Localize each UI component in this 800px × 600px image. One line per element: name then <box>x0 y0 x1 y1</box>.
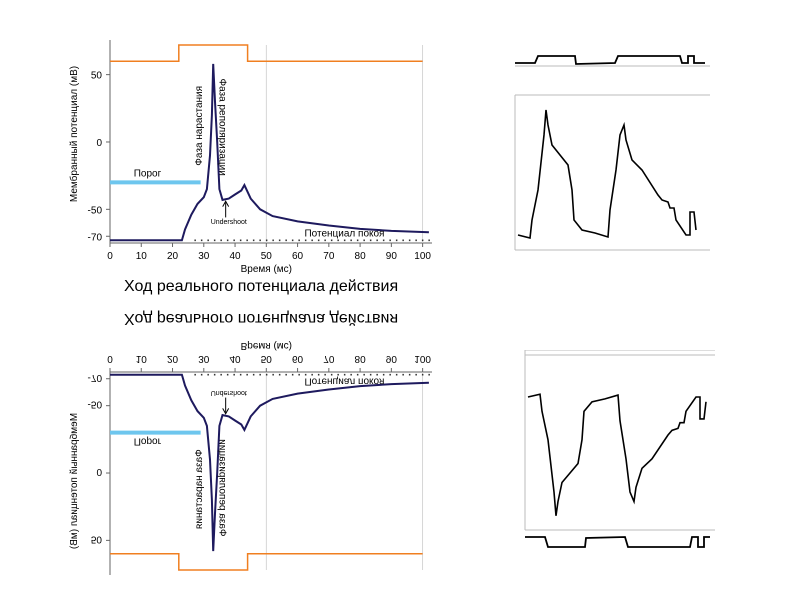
stimulus-trace <box>525 536 710 548</box>
mirrored-action-potential-chart: 0 10 20 30 40 50 60 70 80 90 100 50 0 -50 -70 Мембранны… <box>68 340 432 575</box>
mirrored-chart-title: Ход реального потенциала действия <box>124 310 399 327</box>
mirrored-chart-panel: Ход реального потенциала действия 0 10 20 3… <box>0 305 800 595</box>
x-tick-label: 50 <box>261 353 273 364</box>
y-tick-label: -70 <box>88 232 103 243</box>
x-tick-label: 100 <box>414 251 431 262</box>
undershoot-arrowhead <box>222 408 230 415</box>
x-tick-label: 0 <box>107 353 113 364</box>
membrane-recording-trace <box>527 393 707 516</box>
x-axis-label: Время (мс) <box>241 340 292 351</box>
y-axis-label: Мембранный потенциал (мВ) <box>68 413 80 549</box>
resting-potential-label: Потенциал покоя <box>304 228 384 239</box>
rise-phase-label: Фаза нарастания <box>194 449 205 529</box>
y-tick-label: 50 <box>91 533 103 544</box>
rise-phase-label: Фаза нарастания <box>194 86 205 166</box>
x-tick-label: 40 <box>229 353 241 364</box>
x-tick-label: 20 <box>167 251 179 262</box>
x-tick-label: 80 <box>355 251 367 262</box>
y-tick-label: 0 <box>96 138 102 149</box>
x-tick-label: 40 <box>229 251 241 262</box>
undershoot-label: Undershoot <box>211 389 247 396</box>
undershoot-arrowhead <box>222 200 230 207</box>
repolarization-phase-label: Фаза реполяризации <box>216 79 227 176</box>
x-tick-label: 100 <box>414 353 431 364</box>
x-tick-label: 50 <box>261 251 273 262</box>
x-tick-label: 70 <box>323 353 335 364</box>
chart-title: Ход реального потенциала действия <box>124 278 399 295</box>
stimulus-line <box>110 44 423 62</box>
x-tick-label: 60 <box>292 353 304 364</box>
threshold-label: Порог <box>134 436 162 447</box>
y-tick-label: -50 <box>88 205 103 216</box>
x-tick-label: 0 <box>107 251 113 262</box>
undershoot-label: Undershoot <box>211 219 247 226</box>
membrane-potential-line <box>110 63 429 242</box>
y-tick-label: 0 <box>96 466 102 477</box>
x-tick-label: 90 <box>386 353 398 364</box>
recording-trace-top <box>514 55 710 251</box>
y-tick-label: 50 <box>91 71 103 82</box>
recording-trace-bottom <box>524 350 715 548</box>
x-tick-label: 30 <box>198 251 210 262</box>
x-tick-label: 30 <box>198 353 210 364</box>
repolarization-phase-label: Фаза реполяризации <box>216 439 227 536</box>
resting-potential-label: Потенциал покоя <box>304 376 384 387</box>
x-axis-label: Время (мс) <box>241 264 292 275</box>
threshold-label: Порог <box>134 168 162 179</box>
stimulus-line <box>110 553 423 571</box>
y-tick-label: -70 <box>88 372 103 383</box>
x-tick-label: 10 <box>136 251 148 262</box>
x-tick-label: 20 <box>167 353 179 364</box>
x-tick-label: 80 <box>355 353 367 364</box>
y-axis-label: Мембранный потенциал (мВ) <box>68 66 80 202</box>
membrane-recording-trace <box>517 109 697 239</box>
y-tick-label: -50 <box>88 399 103 410</box>
x-tick-label: 10 <box>136 353 148 364</box>
x-tick-label: 60 <box>292 251 304 262</box>
x-tick-label: 90 <box>386 251 398 262</box>
stimulus-trace <box>515 55 705 65</box>
x-tick-label: 70 <box>323 251 335 262</box>
membrane-potential-line <box>110 373 429 552</box>
action-potential-chart: 0 10 20 30 40 50 60 70 80 90 100 50 0 -50 -70 Мембранны… <box>68 40 432 275</box>
